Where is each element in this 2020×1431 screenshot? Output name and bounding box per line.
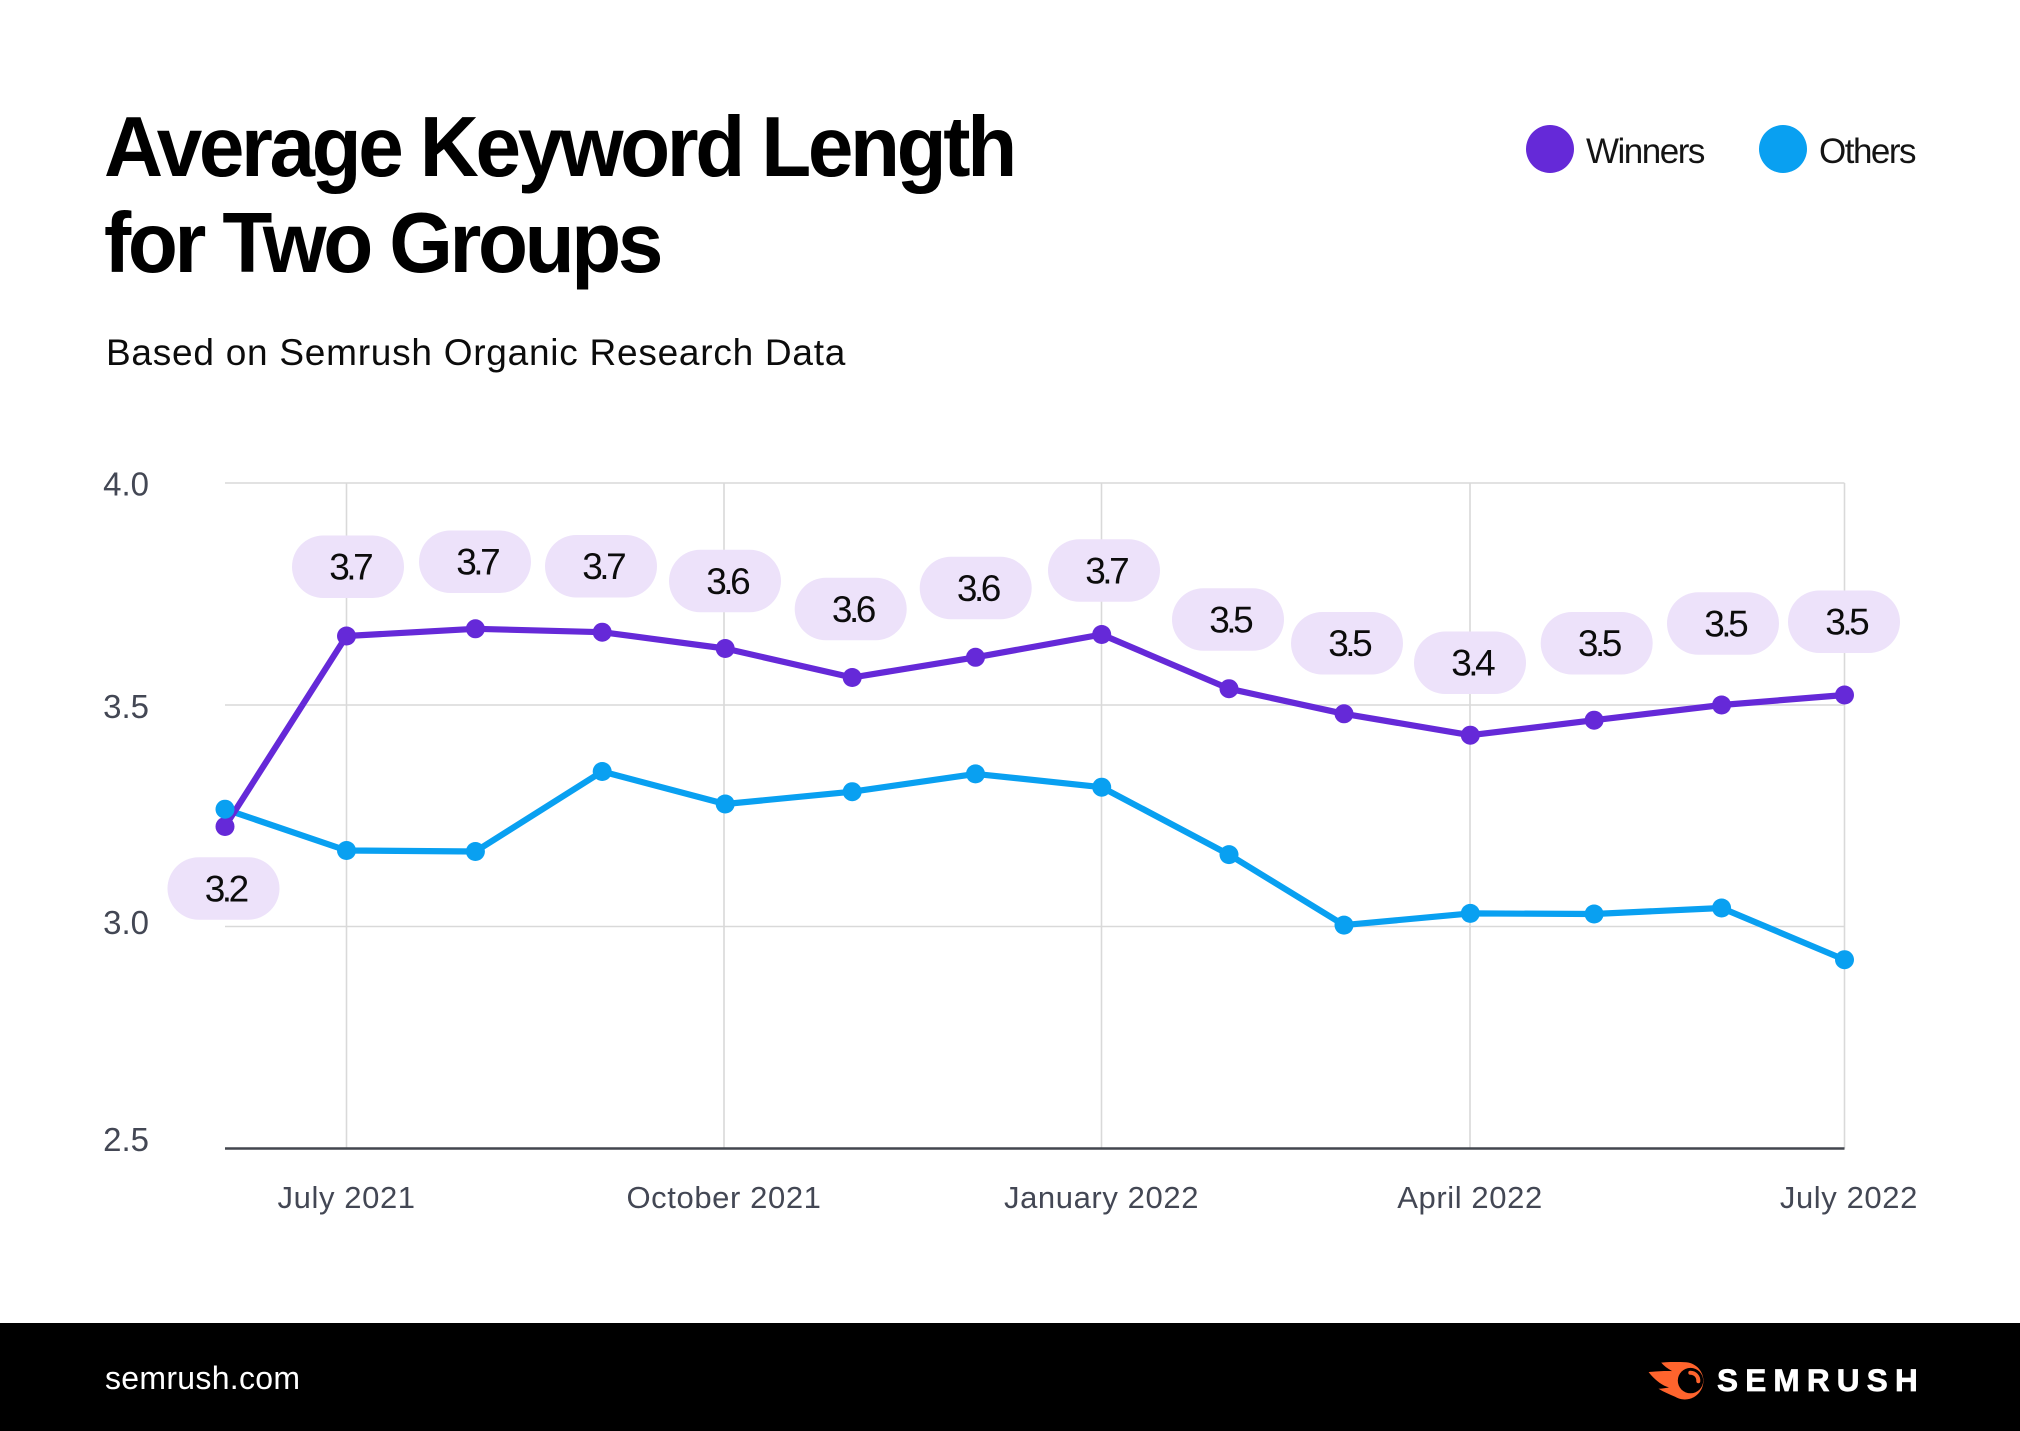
svg-text:3.6: 3.6: [957, 568, 1000, 609]
svg-text:October 2021: October 2021: [626, 1180, 821, 1215]
svg-text:3.5: 3.5: [103, 688, 149, 725]
svg-text:3.6: 3.6: [832, 589, 875, 630]
svg-text:3.6: 3.6: [706, 561, 749, 602]
svg-text:3.5: 3.5: [1209, 599, 1253, 640]
svg-text:January 2022: January 2022: [1004, 1180, 1199, 1215]
svg-text:3.5: 3.5: [1704, 603, 1748, 644]
svg-text:3.5: 3.5: [1578, 623, 1622, 664]
svg-text:3.2: 3.2: [205, 868, 248, 909]
svg-text:3.7: 3.7: [329, 547, 372, 588]
svg-text:3.7: 3.7: [1085, 550, 1128, 591]
svg-text:3.7: 3.7: [582, 546, 625, 587]
svg-text:3.7: 3.7: [456, 542, 499, 583]
svg-text:July 2021: July 2021: [278, 1180, 416, 1215]
svg-text:4.0: 4.0: [103, 466, 149, 503]
svg-text:3.0: 3.0: [103, 904, 149, 941]
svg-text:3.5: 3.5: [1328, 623, 1372, 664]
svg-text:April 2022: April 2022: [1397, 1180, 1543, 1215]
svg-text:2.5: 2.5: [103, 1121, 149, 1158]
svg-text:3.5: 3.5: [1825, 602, 1869, 643]
svg-text:3.4: 3.4: [1451, 643, 1495, 684]
svg-text:July 2022: July 2022: [1780, 1180, 1918, 1215]
